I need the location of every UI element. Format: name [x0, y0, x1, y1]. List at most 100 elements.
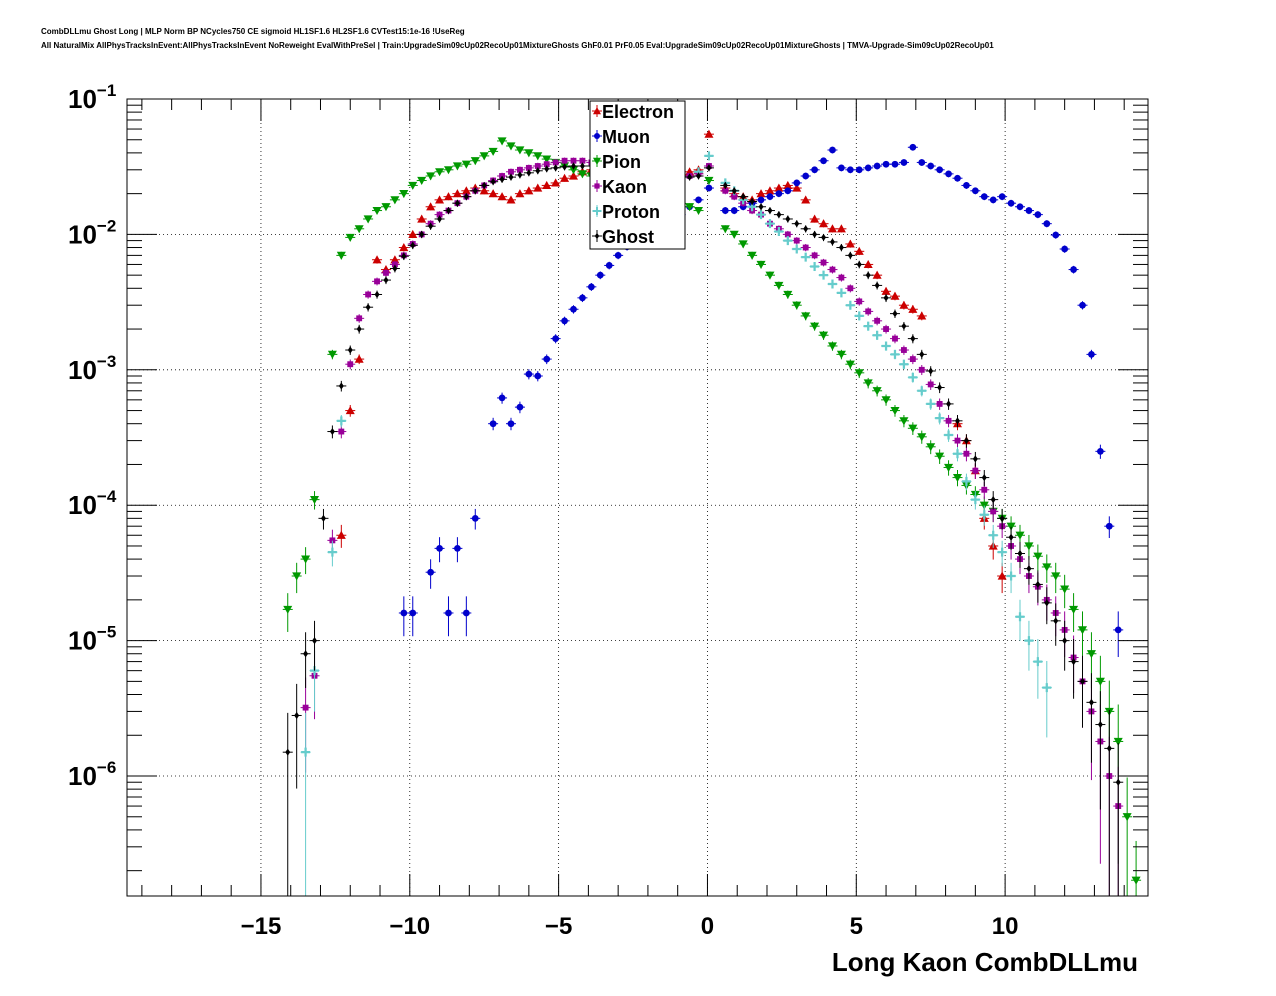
x-tick-label: 0: [701, 913, 714, 940]
data-point-ghost: [764, 206, 775, 215]
data-point-muon: [532, 371, 543, 382]
data-point-muon: [497, 392, 508, 404]
axis-ticks: [127, 98, 1148, 896]
legend-label: Proton: [602, 202, 660, 222]
data-point-ghost: [952, 415, 963, 428]
data-point-pion: [693, 206, 704, 216]
data-point-ghost: [1068, 639, 1079, 699]
data-point-electron: [434, 195, 445, 204]
data-point-proton: [300, 712, 311, 896]
legend-entry-ghost: Ghost: [592, 227, 654, 247]
data-point-ghost: [345, 345, 356, 355]
data-point-pion: [854, 367, 865, 379]
data-point-muon: [461, 596, 472, 637]
data-point-ghost: [389, 264, 400, 273]
data-point-proton: [997, 540, 1008, 567]
data-point-proton: [1015, 599, 1026, 641]
data-point-pion: [1077, 611, 1088, 658]
legend-entry-kaon: Kaon: [592, 177, 647, 197]
data-point-ghost: [470, 187, 481, 195]
data-point-pion: [773, 281, 784, 290]
data-point-muon: [881, 160, 892, 168]
data-point-pion: [407, 181, 418, 190]
data-point-proton: [863, 321, 874, 331]
data-point-muon: [541, 354, 552, 365]
data-point-pion: [863, 377, 874, 389]
data-point-ghost: [1086, 673, 1097, 763]
data-point-kaon: [791, 237, 802, 245]
data-point-pion: [523, 149, 534, 158]
legend-entry-electron: Electron: [592, 102, 674, 122]
data-point-ghost: [327, 425, 338, 439]
data-point-electron: [425, 202, 436, 211]
data-point-muon: [559, 316, 570, 326]
data-point-muon: [1006, 199, 1017, 207]
data-point-ghost: [684, 173, 695, 181]
data-point-muon: [1015, 203, 1026, 211]
data-point-electron: [889, 291, 900, 301]
data-point-kaon: [916, 365, 927, 376]
data-point-kaon: [854, 297, 865, 306]
data-point-kaon: [872, 316, 883, 326]
data-point-muon: [898, 159, 909, 166]
data-point-electron: [997, 562, 1008, 594]
data-point-ghost: [282, 712, 293, 896]
data-point-electron: [916, 311, 927, 321]
data-point-ghost: [872, 281, 883, 290]
data-point-electron: [550, 178, 561, 187]
data-point-ghost: [988, 491, 999, 510]
data-point-ghost: [309, 620, 320, 671]
data-point-muon: [595, 271, 606, 280]
data-point-pion: [577, 170, 588, 179]
data-point-proton: [881, 341, 892, 351]
data-point-ghost: [497, 175, 508, 183]
y-tick-label: 10−1: [68, 81, 116, 114]
data-point-ghost: [568, 162, 579, 170]
data-point-muon: [773, 190, 784, 198]
data-point-muon: [916, 159, 927, 166]
data-point-muon: [1068, 265, 1079, 274]
data-point-pion: [488, 147, 499, 156]
data-point-pion: [300, 547, 311, 575]
y-tick-label: 10−5: [68, 623, 116, 656]
data-point-electron: [703, 129, 714, 138]
data-point-pion: [720, 225, 731, 234]
data-point-ghost: [907, 334, 918, 344]
data-point-muon: [505, 417, 516, 431]
data-point-electron: [505, 195, 516, 204]
data-point-ghost: [1113, 742, 1124, 896]
data-point-proton: [336, 415, 347, 428]
data-point-ghost: [318, 508, 329, 530]
data-point-proton: [756, 210, 767, 220]
data-point-muon: [425, 559, 436, 589]
data-points: [282, 129, 1142, 896]
data-point-muon: [845, 166, 856, 174]
data-point-pion: [943, 460, 954, 476]
data-point-pion: [782, 290, 793, 299]
data-point-ghost: [559, 163, 570, 171]
data-point-muon: [434, 537, 445, 563]
data-point-ghost: [514, 171, 525, 179]
legend-label: Muon: [602, 127, 650, 147]
data-point-electron: [488, 189, 499, 198]
data-point-ghost: [961, 434, 972, 448]
data-point-muon: [523, 369, 534, 380]
data-point-kaon: [345, 359, 356, 370]
data-point-pion: [327, 349, 338, 360]
data-point-kaon: [863, 307, 874, 316]
data-point-ghost: [1059, 620, 1070, 671]
data-point-pion: [532, 152, 543, 161]
y-tick-label: 10−4: [68, 487, 117, 520]
data-point-ghost: [479, 181, 490, 190]
data-point-proton: [916, 385, 927, 397]
data-point-ghost: [898, 321, 909, 331]
legend-label: Electron: [602, 102, 674, 122]
data-point-pion: [380, 203, 391, 212]
data-point-muon: [488, 417, 499, 431]
data-point-pion: [309, 491, 320, 510]
data-point-ghost: [398, 252, 409, 261]
data-point-ghost: [827, 238, 838, 246]
data-point-pion: [1041, 554, 1052, 583]
data-point-ghost: [452, 199, 463, 207]
data-point-ghost: [836, 243, 847, 252]
